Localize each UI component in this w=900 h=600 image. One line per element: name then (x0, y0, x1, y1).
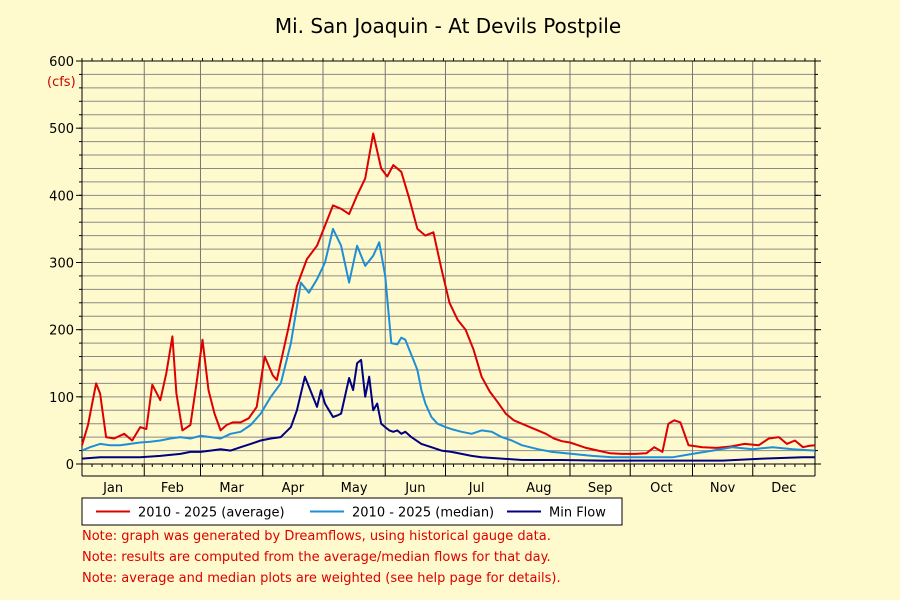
x-tick-label: Aug (526, 481, 551, 496)
x-tick-label: Sep (588, 481, 613, 496)
legend-label-1: 2010 - 2025 (average) (138, 506, 285, 521)
chart-title: Mi. San Joaquin - At Devils Postpile (275, 14, 621, 38)
series-lines (81, 132, 816, 462)
x-tick-label: May (341, 481, 368, 496)
y-tick-label: 600 (49, 55, 74, 70)
grid (81, 60, 816, 465)
note-3: Note: average and median plots are weigh… (82, 571, 561, 586)
x-tick-label: Feb (161, 481, 184, 496)
series-line-1 (81, 132, 816, 455)
x-tick-label: Nov (710, 481, 736, 496)
y-tick-label: 500 (49, 122, 74, 137)
legend-label-2: 2010 - 2025 (median) (352, 506, 494, 521)
y-tick-label: 400 (49, 189, 74, 204)
y-axis-unit: (cfs) (47, 75, 76, 90)
legend: 2010 - 2025 (average) 2010 - 2025 (median… (81, 497, 623, 526)
y-tick-label: 200 (49, 324, 74, 339)
notes: Note: graph was generated by Dreamflows,… (82, 529, 561, 586)
x-tick-label: Apr (282, 481, 305, 496)
x-tick-label: Oct (650, 481, 672, 496)
y-tick-label: 300 (49, 257, 74, 272)
series-line-2 (81, 227, 816, 459)
note-2: Note: results are computed from the aver… (82, 550, 551, 565)
series-line-3 (81, 358, 815, 462)
x-tick-label: Dec (771, 481, 796, 496)
x-tick-label: Jul (468, 481, 485, 496)
note-1: Note: graph was generated by Dreamflows,… (82, 529, 551, 544)
legend-label-3: Min Flow (549, 506, 606, 521)
x-tick-label: Jan (102, 481, 123, 496)
x-tick-label: Jun (404, 481, 425, 496)
y-tick-label: 100 (49, 391, 74, 406)
axes: 0 100 200 300 400 500 600 Jan Feb Mar Apr May Jun Jul… (49, 55, 821, 496)
y-tick-label: 0 (66, 458, 74, 473)
x-tick-label: Mar (219, 481, 244, 496)
